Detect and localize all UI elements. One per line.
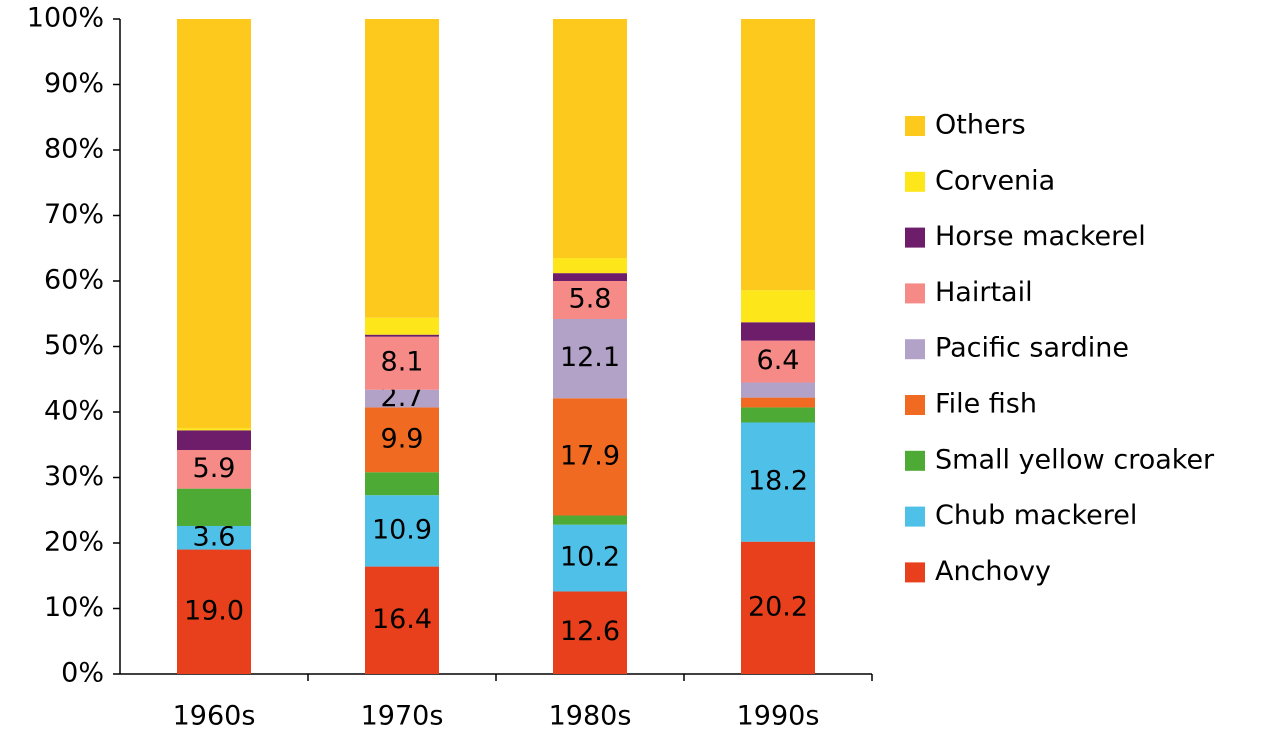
data-label: 10.2 [560,542,620,573]
legend-swatch [905,283,925,304]
x-tick-label: 1970s [361,701,444,732]
bar-segment [741,541,815,674]
bar-segment [553,273,627,281]
legend-swatch [905,116,925,136]
legend-swatch [905,506,925,527]
y-tick-label: 80% [44,134,104,165]
data-label: 12.6 [560,616,620,647]
legend-swatch [905,450,925,471]
legend-label: Corvenia [935,165,1055,196]
data-label: 6.4 [757,345,800,376]
data-label: 9.9 [381,423,424,454]
legend-label: Horse mackerel [935,221,1146,252]
y-tick-label: 50% [44,330,104,361]
bar-segment [741,382,815,398]
y-tick-label: 70% [44,199,104,230]
bar-segment [177,449,251,489]
bar-segment [177,549,251,674]
y-tick-label: 90% [44,68,104,99]
data-label: 16.4 [372,604,432,635]
legend-swatch [905,339,925,360]
data-label: 10.9 [372,514,432,545]
legend-swatch [905,171,925,192]
legend-label: Chub mackerel [935,500,1137,531]
legend-swatch [905,395,925,415]
bar-segment [365,566,439,674]
x-tick-label: 1990s [737,701,820,732]
legend-label: Others [935,110,1026,141]
bar-segment [177,19,251,429]
bar-segment [553,515,627,525]
data-label: 3.6 [193,521,236,552]
bar-segment [365,407,439,473]
bar-segment [365,19,439,318]
bar-segment [177,430,251,450]
bar-segment [553,398,627,516]
x-tick-label: 1980s [549,701,632,732]
bar-segment [365,472,439,496]
bar-segment [553,258,627,274]
bar-segment [177,525,251,550]
data-label: 19.0 [184,595,244,626]
y-tick-label: 100% [27,3,104,34]
legend-label: Anchovy [935,556,1051,587]
legend-label: Pacific sardine [935,333,1129,364]
bar-segment [365,389,439,408]
bar-segment [553,318,627,399]
legend-label: File fish [935,389,1037,420]
bar-segment [365,495,439,567]
bar-segment [177,488,251,526]
x-tick-label: 1960s [173,701,256,732]
data-label: 5.9 [193,453,236,484]
bar-segment [741,422,815,542]
bar-segment [365,317,439,335]
legend-label: Small yellow croaker [935,444,1215,475]
bar-segment [553,524,627,592]
bar-segment [365,336,439,390]
bar-segment [741,397,815,408]
bar-segment [741,340,815,383]
bar-segment [553,591,627,674]
y-tick-label: 20% [44,527,104,558]
legend-swatch [905,227,925,248]
bar-segment [741,19,815,291]
bar-segment [741,290,815,323]
data-label: 12.1 [560,342,620,373]
bar-segment [741,322,815,341]
data-label: 5.8 [569,283,612,314]
y-tick-label: 10% [44,592,104,623]
y-tick-label: 40% [44,396,104,427]
bar-segment [553,19,627,259]
data-label: 18.2 [748,466,808,497]
data-label: 17.9 [560,440,620,471]
bar-segment [553,281,627,319]
bar-segment [365,334,439,337]
data-label: 8.1 [381,347,424,378]
y-tick-label: 30% [44,461,104,492]
legend-swatch [905,562,925,583]
bar-segment [177,428,251,431]
y-tick-label: 60% [44,265,104,296]
data-label: 20.2 [748,591,808,622]
bar-segment [741,407,815,423]
y-tick-label: 0% [61,658,104,689]
legend-label: Hairtail [935,277,1033,308]
